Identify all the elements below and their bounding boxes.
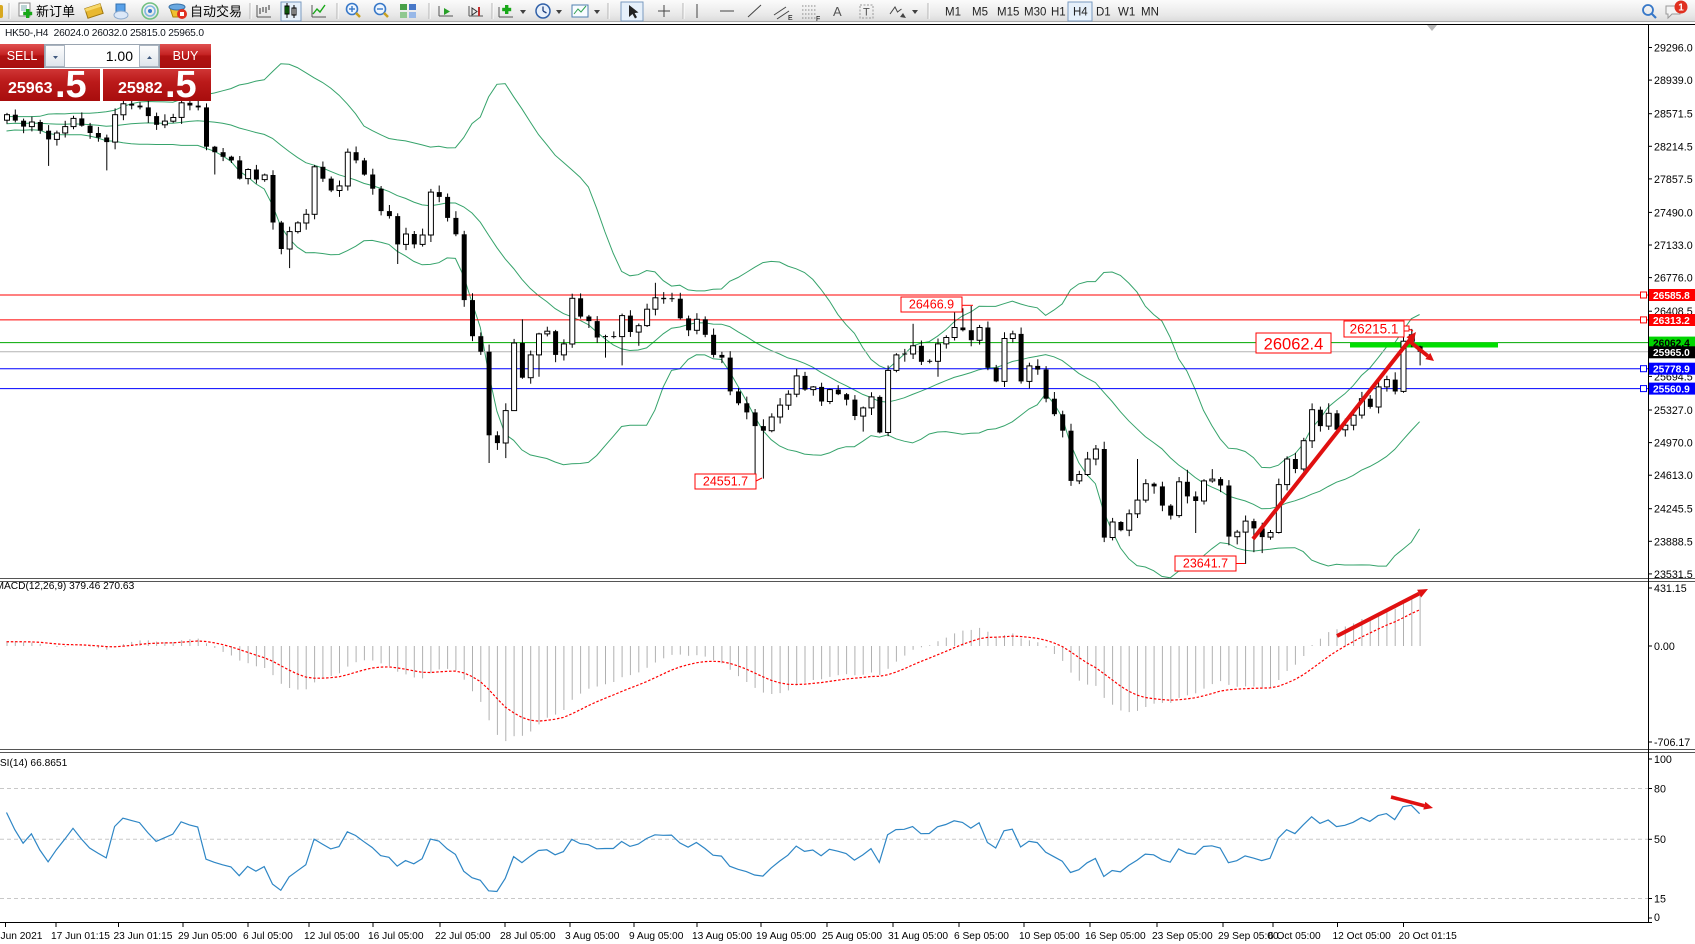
- svg-text:28 Jul 05:00: 28 Jul 05:00: [500, 931, 556, 942]
- svg-text:26062.4: 26062.4: [1264, 336, 1324, 354]
- svg-text:12 Jul 05:00: 12 Jul 05:00: [304, 931, 360, 942]
- svg-text:12 Oct 05:00: 12 Oct 05:00: [1333, 931, 1392, 942]
- svg-text:431.15: 431.15: [1654, 583, 1687, 595]
- svg-text:25 Aug 05:00: 25 Aug 05:00: [822, 931, 882, 942]
- svg-text:6 Oct 05:00: 6 Oct 05:00: [1268, 931, 1321, 942]
- svg-text:23641.7: 23641.7: [1183, 557, 1228, 571]
- svg-text:29 Sep 05:00: 29 Sep 05:00: [1218, 931, 1279, 942]
- svg-text:24613.0: 24613.0: [1654, 470, 1693, 482]
- svg-text:80: 80: [1654, 783, 1666, 795]
- svg-text:9 Aug 05:00: 9 Aug 05:00: [629, 931, 684, 942]
- svg-text:15: 15: [1654, 893, 1666, 905]
- svg-text:M30: M30: [1024, 7, 1046, 19]
- svg-text:H1: H1: [1051, 7, 1066, 19]
- svg-text:26215.1: 26215.1: [1350, 322, 1399, 337]
- svg-text:27857.5: 27857.5: [1654, 174, 1693, 186]
- svg-text:10 Sep 05:00: 10 Sep 05:00: [1019, 931, 1080, 942]
- svg-text:25778.9: 25778.9: [1653, 365, 1690, 376]
- svg-text:22 Jul 05:00: 22 Jul 05:00: [435, 931, 491, 942]
- svg-text:-706.17: -706.17: [1654, 737, 1690, 749]
- svg-text:M5: M5: [972, 7, 988, 19]
- svg-text:6 Jul 05:00: 6 Jul 05:00: [243, 931, 293, 942]
- svg-text:T: T: [863, 7, 870, 19]
- svg-text:23 Jun 01:15: 23 Jun 01:15: [114, 931, 173, 942]
- svg-text:H4: H4: [1073, 7, 1088, 19]
- svg-text:100: 100: [1654, 754, 1672, 766]
- svg-text:24245.5: 24245.5: [1654, 504, 1693, 516]
- svg-text:20 Oct 01:15: 20 Oct 01:15: [1399, 931, 1458, 942]
- svg-text:新订单: 新订单: [36, 4, 75, 19]
- svg-text:25560.9: 25560.9: [1653, 384, 1690, 395]
- svg-text:26313.2: 26313.2: [1653, 316, 1690, 327]
- svg-text:26585.8: 26585.8: [1653, 291, 1690, 302]
- svg-text:50: 50: [1654, 834, 1666, 846]
- svg-text:0.00: 0.00: [1654, 641, 1675, 653]
- svg-text:25327.0: 25327.0: [1654, 405, 1693, 417]
- svg-text:MN: MN: [1141, 7, 1159, 19]
- svg-text:1: 1: [1678, 3, 1684, 14]
- svg-text:Jun 2021: Jun 2021: [1, 931, 43, 942]
- svg-text:自动交易: 自动交易: [190, 4, 242, 19]
- svg-text:24551.7: 24551.7: [703, 475, 748, 489]
- svg-text:23 Sep 05:00: 23 Sep 05:00: [1152, 931, 1213, 942]
- svg-text:M15: M15: [997, 7, 1019, 19]
- svg-text:0: 0: [1654, 912, 1660, 924]
- svg-text:26466.9: 26466.9: [909, 298, 954, 312]
- svg-text:27490.0: 27490.0: [1654, 207, 1693, 219]
- svg-text:M1: M1: [945, 7, 961, 19]
- svg-text:24970.0: 24970.0: [1654, 438, 1693, 450]
- svg-text:23888.5: 23888.5: [1654, 536, 1693, 548]
- svg-text:F: F: [816, 16, 820, 22]
- svg-text:25965.0: 25965.0: [1653, 348, 1690, 359]
- svg-text:26776.0: 26776.0: [1654, 273, 1693, 285]
- svg-text:A: A: [833, 4, 842, 19]
- svg-text:28214.5: 28214.5: [1654, 141, 1693, 153]
- svg-text:17 Jun 01:15: 17 Jun 01:15: [51, 931, 110, 942]
- svg-text:29296.0: 29296.0: [1654, 43, 1693, 55]
- svg-text:13 Aug 05:00: 13 Aug 05:00: [692, 931, 752, 942]
- svg-text:E: E: [788, 15, 793, 22]
- svg-text:28571.5: 28571.5: [1654, 109, 1693, 121]
- svg-text:31 Aug 05:00: 31 Aug 05:00: [888, 931, 948, 942]
- svg-text:26062.4: 26062.4: [1653, 338, 1690, 349]
- svg-text:W1: W1: [1118, 7, 1135, 19]
- svg-text:16 Sep 05:00: 16 Sep 05:00: [1085, 931, 1146, 942]
- svg-text:29 Jun 05:00: 29 Jun 05:00: [178, 931, 237, 942]
- svg-text:6 Sep 05:00: 6 Sep 05:00: [954, 931, 1009, 942]
- svg-text:27133.0: 27133.0: [1654, 240, 1693, 252]
- svg-text:19 Aug 05:00: 19 Aug 05:00: [756, 931, 816, 942]
- svg-text:3 Aug 05:00: 3 Aug 05:00: [565, 931, 620, 942]
- svg-text:16 Jul 05:00: 16 Jul 05:00: [368, 931, 424, 942]
- svg-text:23531.5: 23531.5: [1654, 569, 1693, 581]
- svg-text:28939.0: 28939.0: [1654, 75, 1693, 87]
- svg-text:RSI(14) 66.8651: RSI(14) 66.8651: [0, 758, 68, 769]
- svg-text:D1: D1: [1096, 7, 1111, 19]
- svg-text:MACD(12,26,9) 379.46 270.63: MACD(12,26,9) 379.46 270.63: [0, 581, 135, 592]
